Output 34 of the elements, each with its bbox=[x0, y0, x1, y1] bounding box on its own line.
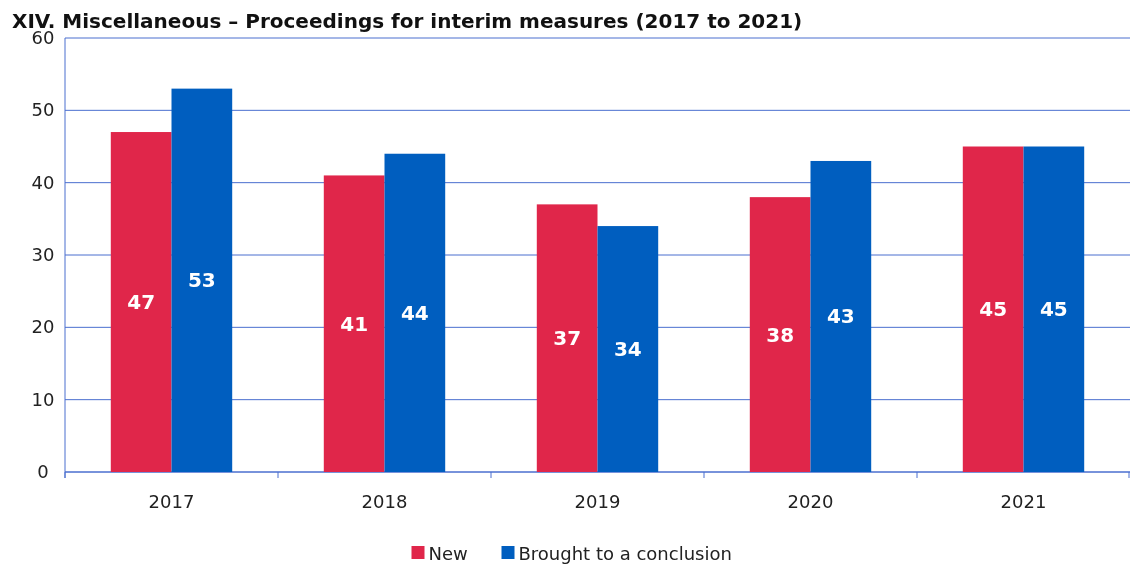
bar bbox=[749, 197, 811, 472]
y-tick-label: 40 bbox=[31, 171, 55, 193]
data-label: 45 bbox=[1039, 297, 1068, 322]
y-tick-label: 60 bbox=[31, 27, 55, 48]
y-tick-label: 30 bbox=[31, 244, 55, 265]
data-label: 44 bbox=[400, 300, 429, 325]
data-label: 37 bbox=[553, 326, 582, 351]
data-label: 45 bbox=[979, 297, 1008, 322]
y-tick-label: 10 bbox=[31, 388, 55, 410]
y-tick-label: 0 bbox=[37, 461, 49, 482]
x-tick-label: 2018 bbox=[361, 491, 408, 512]
y-tick-label: 20 bbox=[31, 316, 55, 338]
x-tick-label: 2019 bbox=[574, 491, 621, 512]
bar bbox=[962, 146, 1024, 472]
data-label: 41 bbox=[340, 311, 369, 336]
x-tick-label: 2017 bbox=[148, 491, 195, 512]
bar bbox=[323, 175, 385, 472]
data-label: 53 bbox=[187, 268, 216, 293]
bar bbox=[110, 132, 172, 472]
data-label: 47 bbox=[127, 290, 156, 315]
bar bbox=[810, 160, 872, 472]
bar bbox=[536, 204, 598, 472]
data-label: 43 bbox=[826, 304, 855, 329]
data-label: 38 bbox=[766, 322, 795, 347]
data-label: 34 bbox=[613, 337, 642, 362]
x-tick-label: 2020 bbox=[787, 491, 834, 512]
legend-label: New bbox=[428, 543, 468, 564]
legend-label: Brought to a conclusion bbox=[518, 543, 732, 564]
bar bbox=[171, 88, 233, 472]
y-tick-label: 50 bbox=[31, 99, 55, 121]
bar bbox=[1023, 146, 1085, 472]
x-tick-label: 2021 bbox=[1000, 491, 1047, 512]
bar bbox=[597, 226, 659, 472]
bar bbox=[384, 153, 446, 472]
